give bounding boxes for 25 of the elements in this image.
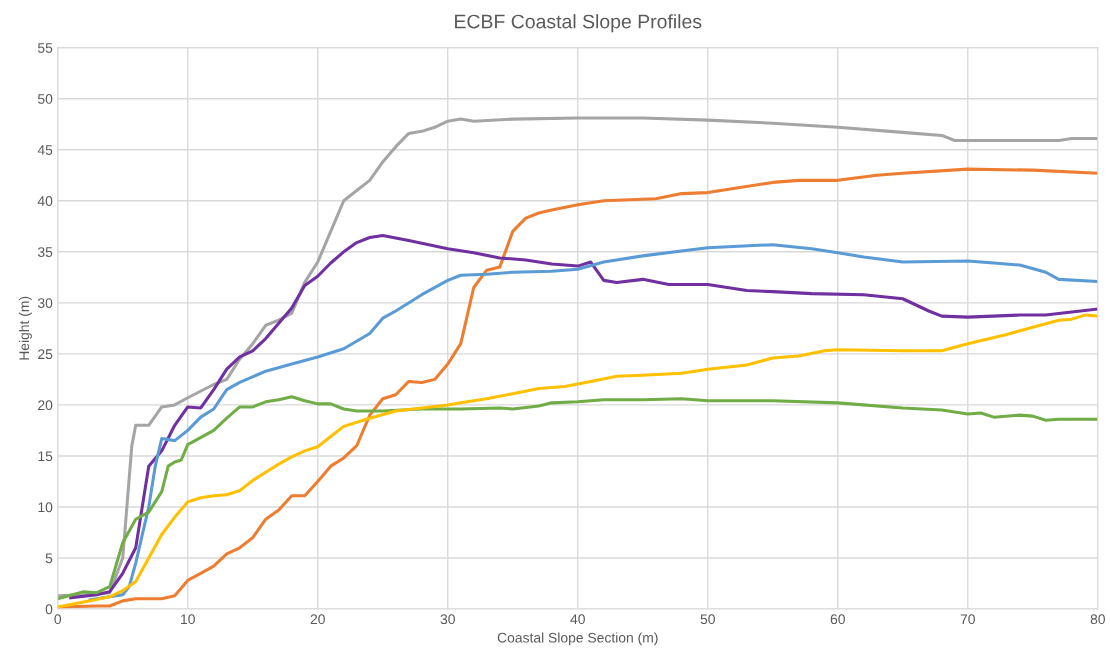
y-tick-label: 0: [45, 604, 53, 615]
x-tick-label: 30: [440, 614, 455, 625]
y-tick-label: 45: [37, 145, 53, 155]
x-tick-label: 70: [960, 614, 975, 625]
y-tick-label: 25: [38, 349, 53, 360]
x-axis-title: Coastal Slope Section (m): [497, 632, 658, 646]
y-tick-label: 40: [37, 196, 53, 206]
y-tick-label: 20: [38, 400, 53, 411]
x-tick-label: 50: [700, 614, 715, 625]
y-tick-label: 30: [37, 298, 53, 308]
y-tick-label: 55: [37, 43, 53, 53]
y-axis-title: Height (m): [18, 296, 32, 360]
y-tick-label: 5: [45, 553, 53, 564]
x-tick-label: 10: [181, 614, 195, 625]
x-tick-label: 20: [310, 614, 325, 625]
y-tick-label: 50: [37, 94, 53, 104]
y-tick-label: 10: [38, 502, 53, 513]
x-tick-label: 80: [1090, 614, 1105, 625]
x-tick-label: 0: [54, 614, 62, 625]
y-tick-label: 35: [37, 247, 53, 257]
x-tick-label: 40: [570, 614, 585, 625]
x-tick-label: 60: [830, 614, 845, 625]
line-series: [57, 395, 1098, 601]
y-tick-label: 15: [38, 451, 53, 462]
chart-title: ECBF Coastal Slope Profiles: [455, 14, 702, 33]
